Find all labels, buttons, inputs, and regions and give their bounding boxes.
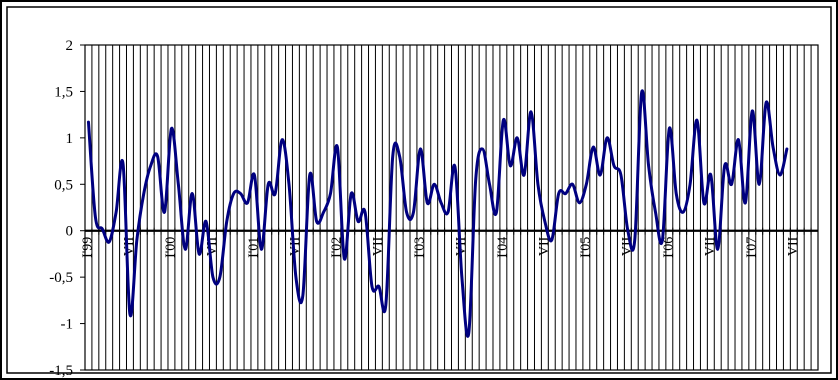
series-line [86, 89, 789, 338]
y-tick-label: 1,5 [54, 84, 73, 100]
x-tick-label: I'03 [413, 237, 428, 258]
y-tick-label: -1,5 [49, 363, 73, 379]
y-tick-label: 0 [66, 224, 74, 240]
y-tick-label: 2 [66, 38, 74, 54]
y-tick-label: -0,5 [49, 270, 73, 286]
x-tick-label: VII [288, 236, 303, 256]
x-tick-label: I'05 [579, 237, 594, 258]
x-tick-label: I'04 [496, 237, 511, 258]
x-tick-label: VII [371, 236, 386, 256]
x-tick-label: I'00 [164, 237, 179, 258]
vertical-gridlines [84, 45, 819, 370]
x-tick-label: I'99 [81, 237, 96, 258]
x-tick-label: I'06 [662, 237, 677, 258]
x-tick-label: VII [703, 236, 718, 256]
y-axis-ticks: 2 1,5 1 0,5 0 -0,5 -1 -1,5 [49, 38, 85, 379]
x-tick-label: VII [786, 236, 801, 256]
x-tick-label: VII [454, 236, 469, 256]
x-tick-label: I'01 [247, 237, 262, 258]
x-tick-label: I'07 [745, 237, 760, 258]
y-tick-label: 1 [66, 131, 74, 147]
inner-border [6, 6, 832, 374]
x-tick-label: VII [537, 236, 552, 256]
y-tick-label: -1 [61, 317, 74, 333]
series-group [86, 89, 789, 338]
x-tick-label: I'02 [330, 237, 345, 258]
y-tick-label: 0,5 [54, 177, 73, 193]
